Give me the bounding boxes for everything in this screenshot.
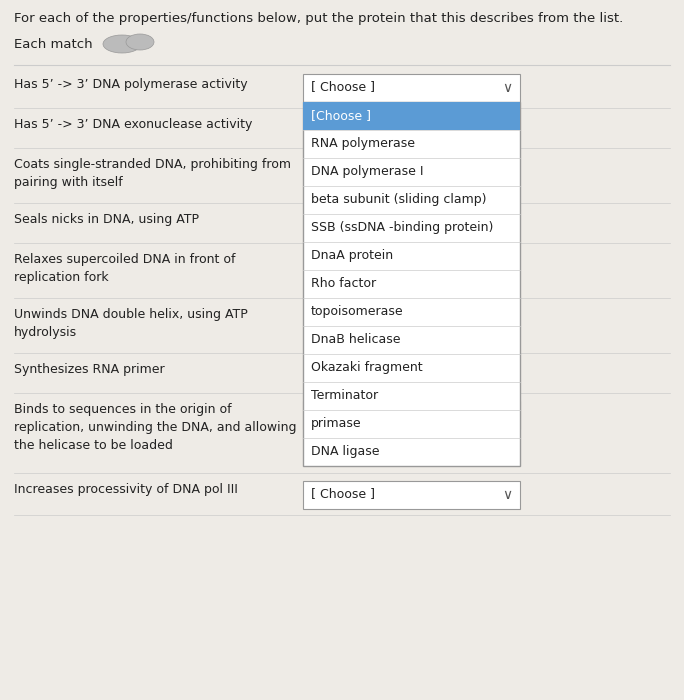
Ellipse shape — [126, 34, 154, 50]
Text: topoisomerase: topoisomerase — [311, 305, 404, 318]
Text: [ Choose ]: [ Choose ] — [311, 487, 375, 500]
Text: primase: primase — [311, 417, 362, 430]
Text: DnaA protein: DnaA protein — [311, 249, 393, 262]
Text: DNA polymerase I: DNA polymerase I — [311, 165, 423, 178]
Text: DnaB helicase: DnaB helicase — [311, 333, 401, 346]
Text: ∨: ∨ — [502, 488, 512, 502]
Bar — [303, 102, 520, 130]
Text: [ Choose ]: [ Choose ] — [311, 407, 375, 420]
Text: Terminator: Terminator — [311, 389, 378, 402]
Text: [ Choose ]: [ Choose ] — [311, 80, 375, 93]
Bar — [303, 481, 520, 509]
Text: Seals nicks in DNA, using ATP: Seals nicks in DNA, using ATP — [14, 213, 199, 226]
Ellipse shape — [103, 35, 141, 53]
Text: Rho factor: Rho factor — [311, 277, 376, 290]
Text: DNA ligase: DNA ligase — [311, 445, 380, 458]
Text: ∨: ∨ — [502, 81, 512, 95]
Text: Each match: Each match — [14, 38, 92, 51]
Text: Has 5’ -> 3’ DNA exonuclease activity: Has 5’ -> 3’ DNA exonuclease activity — [14, 118, 252, 131]
Text: beta subunit (sliding clamp): beta subunit (sliding clamp) — [311, 193, 486, 206]
Text: Synthesizes RNA primer: Synthesizes RNA primer — [14, 363, 165, 376]
Text: Increases processivity of DNA pol III: Increases processivity of DNA pol III — [14, 483, 238, 496]
Text: Binds to sequences in the origin of
replication, unwinding the DNA, and allowing: Binds to sequences in the origin of repl… — [14, 403, 296, 452]
Text: For each of the properties/functions below, put the protein that this describes : For each of the properties/functions bel… — [14, 12, 623, 25]
Bar — [303, 401, 520, 429]
Text: Okazaki fragment: Okazaki fragment — [311, 361, 423, 374]
Text: Relaxes supercoiled DNA in front of
replication fork: Relaxes supercoiled DNA in front of repl… — [14, 253, 235, 284]
Text: Has 5’ -> 3’ DNA polymerase activity: Has 5’ -> 3’ DNA polymerase activity — [14, 78, 248, 91]
Text: ∨: ∨ — [502, 408, 512, 422]
Text: Unwinds DNA double helix, using ATP
hydrolysis: Unwinds DNA double helix, using ATP hydr… — [14, 308, 248, 339]
Bar — [303, 102, 520, 466]
Bar — [303, 74, 520, 102]
Text: [Choose ]: [Choose ] — [311, 109, 371, 122]
Text: Coats single-stranded DNA, prohibiting from
pairing with itself: Coats single-stranded DNA, prohibiting f… — [14, 158, 291, 189]
Text: SSB (ssDNA -binding protein): SSB (ssDNA -binding protein) — [311, 221, 493, 234]
Text: RNA polymerase: RNA polymerase — [311, 137, 415, 150]
